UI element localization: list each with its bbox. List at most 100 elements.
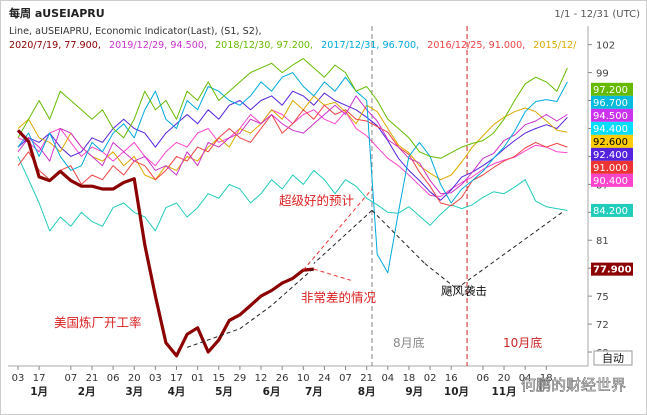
plot-area	[8, 26, 588, 366]
x-month-label-0: 1月	[30, 386, 48, 398]
dashed-line-5	[456, 211, 563, 290]
y-tick-label-4: 81	[596, 236, 609, 247]
y-tick-label-10: 99	[596, 69, 609, 80]
chart-title: 每周 aUSEIAPRU	[9, 6, 105, 20]
x-month-label-3: 4月	[168, 386, 186, 398]
annotation-us-factory: 美国炼厂开工率	[54, 315, 142, 330]
x-month-label-2: 3月	[125, 386, 143, 398]
x-tick-label-23: 04	[519, 373, 532, 384]
month-dividers	[371, 26, 468, 366]
x-tick-label-22: 20	[498, 373, 511, 384]
auto-scale-box[interactable]	[593, 350, 633, 366]
x-month-label-5: 6月	[263, 386, 281, 398]
dashed-line-4	[313, 210, 373, 264]
series-line-6	[17, 72, 568, 274]
x-tick-label-12: 26	[276, 373, 289, 384]
annotation-hurricane: 飓风袭击	[441, 284, 487, 298]
price-badge-label-7: 90.400	[593, 176, 628, 187]
x-tick-label-6: 03	[149, 373, 162, 384]
x-tick-label-19: 02	[424, 373, 437, 384]
price-badge-label-6: 91.000	[593, 163, 628, 174]
price-badge-label-5: 92.400	[593, 150, 628, 161]
y-tick-label-1: 72	[596, 320, 609, 331]
price-badge-label-9: 77.900	[593, 265, 632, 276]
price-badge-label-3: 94.400	[593, 124, 628, 135]
legend-entry-2015: 2015/12/	[533, 40, 577, 51]
x-tick-label-0: 03	[12, 373, 25, 384]
x-month-label-10: 11月	[491, 386, 516, 398]
x-tick-label-1: 17	[33, 373, 46, 384]
series-line-3	[17, 95, 568, 181]
x-tick-label-2: 07	[64, 373, 77, 384]
price-badge-2	[591, 108, 633, 122]
series-line-2	[17, 90, 568, 201]
legend-line-1: Line, aUSEIAPRU, Economic Indicator(Last…	[9, 26, 262, 37]
x-tick-label-4: 06	[107, 373, 120, 384]
x-month-label-7: 8月	[358, 386, 376, 398]
x-tick-label-16: 21	[360, 373, 373, 384]
price-badge-0	[591, 82, 633, 96]
legend-entry-2017: 2017/12/31, 96.700,	[321, 40, 419, 51]
price-badge-6	[591, 160, 633, 174]
auto-scale-label[interactable]: 自动	[602, 352, 624, 365]
x-month-label-6: 7月	[305, 386, 323, 398]
price-badge-4	[591, 134, 633, 148]
series-line-5	[17, 95, 568, 195]
annotation-super-good: 超级好的预计	[279, 193, 354, 208]
x-month-label-9: 10月	[444, 386, 469, 398]
x-tick-label-21: 06	[477, 373, 490, 384]
legend-entry-2019: 2019/12/29, 94.500,	[109, 40, 207, 51]
x-month-label-1: 2月	[78, 386, 96, 398]
series-line-7	[17, 58, 568, 159]
x-tick-label-7: 17	[170, 373, 183, 384]
price-badge-label-1: 96.700	[593, 98, 628, 109]
series-line-8	[16, 129, 314, 358]
price-badge-5	[591, 147, 633, 161]
y-tick-label-2: 75	[596, 292, 609, 303]
annotation-very-bad: 非常差的情况	[301, 290, 377, 305]
price-badge-3	[591, 121, 633, 135]
price-badge-label-2: 94.500	[593, 111, 628, 122]
x-tick-label-15: 07	[339, 373, 352, 384]
price-badges: 97.200 96.700 94.500 94.400 92.600 92.400 91.0…	[591, 82, 633, 276]
price-badge-label-4: 92.600	[593, 137, 628, 148]
dashed-line-2	[186, 267, 315, 348]
x-month-label-4: 5月	[215, 386, 233, 398]
price-badge-1	[591, 95, 633, 109]
annotation-oct-end: 10月底	[503, 335, 542, 350]
x-tick-label-11: 12	[255, 373, 268, 384]
annotation-dashed-lines	[186, 188, 563, 348]
price-badge-label-8: 84.200	[593, 206, 628, 217]
dashed-line-3	[371, 210, 426, 264]
y-tick-label-11: 102	[596, 41, 615, 52]
series-line-0	[17, 156, 568, 232]
legend-entry-2016: 2016/12/25, 91.000,	[427, 40, 525, 51]
x-tick-label-8: 01	[191, 373, 204, 384]
dashed-line-1	[302, 188, 373, 271]
x-tick-label-24: 18	[540, 373, 553, 384]
x-tick-label-5: 20	[128, 373, 141, 384]
legend-entry-2018: 2018/12/30, 97.200,	[215, 40, 313, 51]
x-tick-label-20: 16	[445, 373, 458, 384]
x-tick-label-10: 29	[234, 373, 247, 384]
legend-line-2: 2020/7/19, 77.900, 2019/12/29, 94.500, 2…	[9, 40, 577, 51]
x-tick-label-18: 18	[403, 373, 416, 384]
price-badge-7	[591, 173, 633, 187]
x-tick-label-14: 24	[318, 373, 331, 384]
date-range: 1/1 - 12/31 (UTC)	[554, 9, 640, 20]
x-tick-label-13: 10	[297, 373, 310, 384]
watermark-text: 何鹏的财经世界	[521, 376, 626, 394]
price-badge-9	[591, 262, 633, 276]
legend-entry-2020: 2020/7/19, 77.900,	[9, 40, 101, 51]
x-axis: 03 17 07 21 06 20 03 17 01 15 29 12 26 10 24 07 21 04 18 02…	[12, 366, 553, 398]
x-tick-label-17: 04	[381, 373, 394, 384]
x-tick-label-9: 15	[212, 373, 225, 384]
x-month-label-8: 9月	[405, 386, 423, 398]
price-badge-label-0: 97.200	[593, 85, 628, 96]
x-tick-label-3: 21	[86, 373, 99, 384]
price-badge-8	[591, 203, 633, 217]
series-lines	[16, 58, 568, 358]
series-line-4	[17, 104, 568, 207]
annotation-aug-end: 8月底	[393, 335, 425, 350]
